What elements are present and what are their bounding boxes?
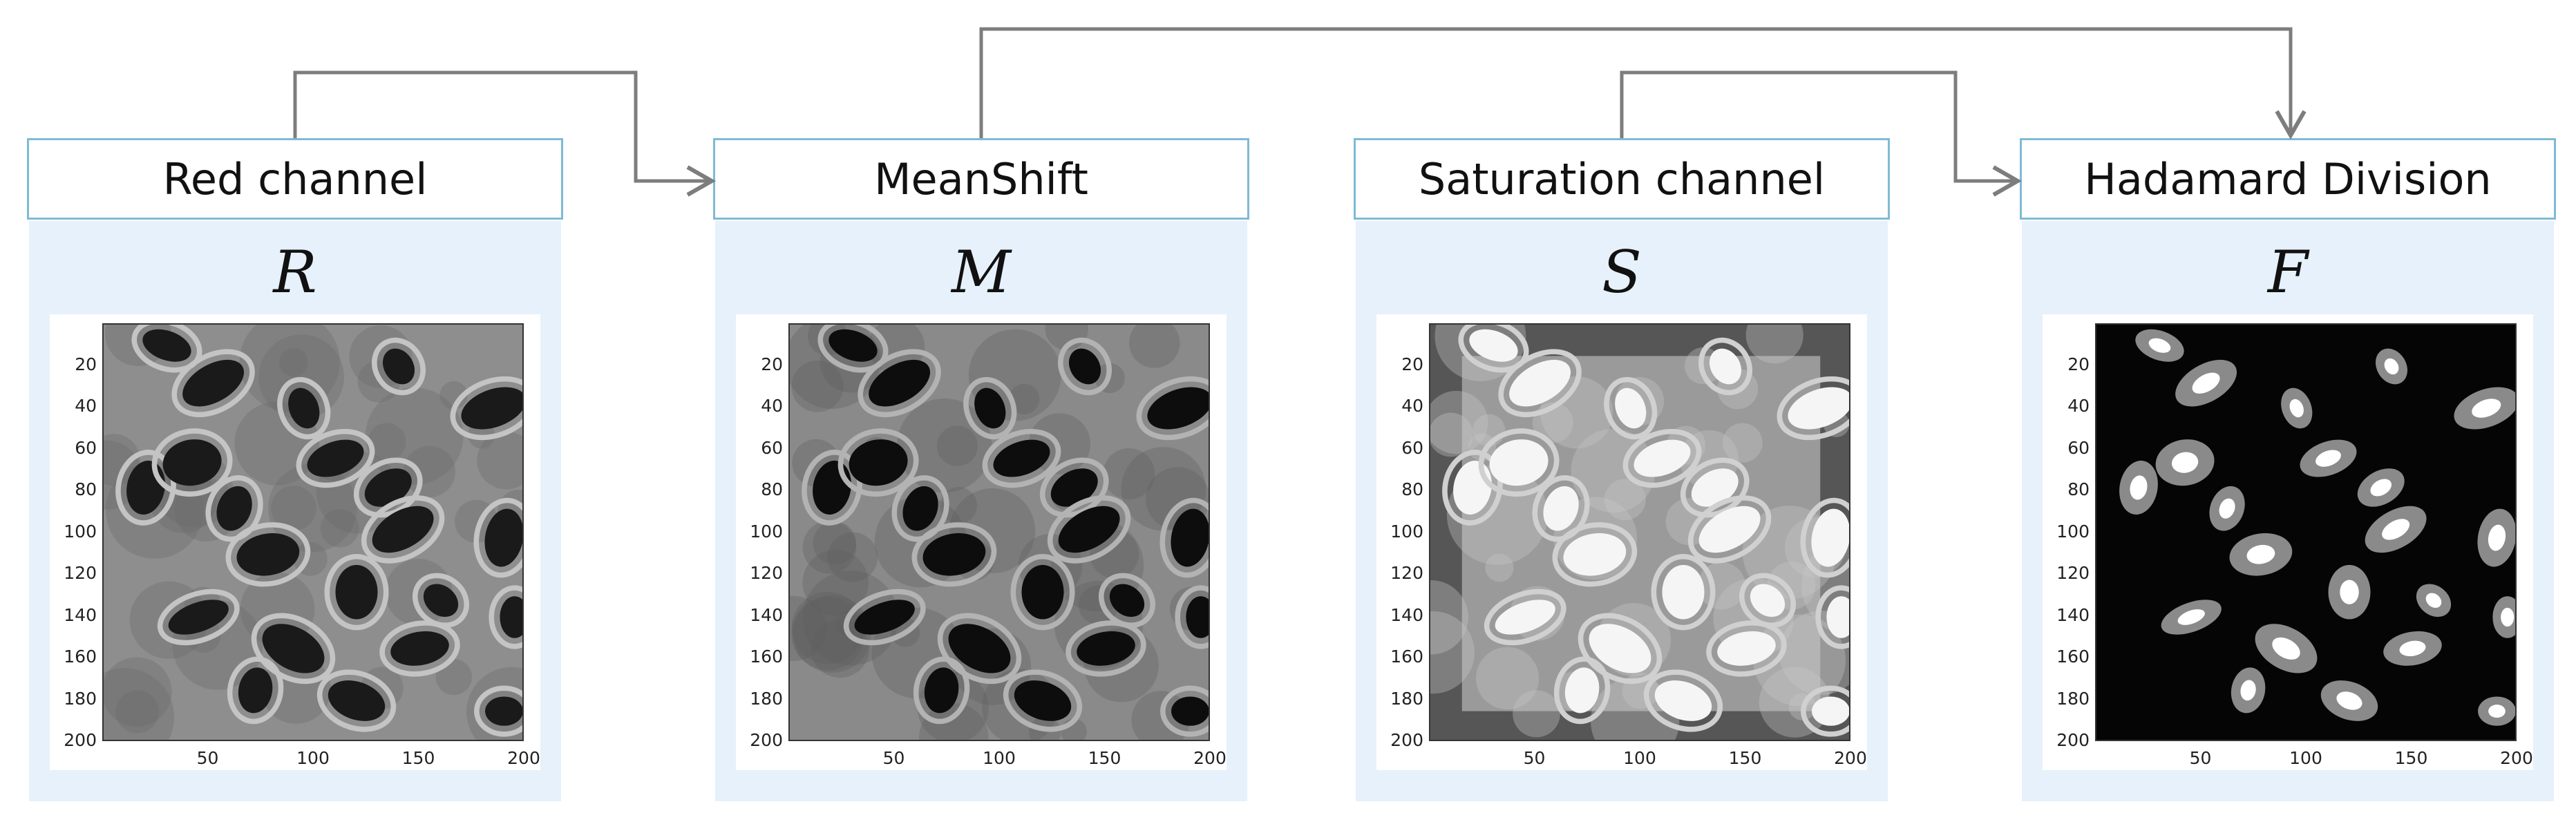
y-tick-label: 160 [64, 647, 97, 667]
meanshift-image [788, 323, 1210, 741]
x-tick-label: 50 [2189, 748, 2212, 768]
title-box-hadamard-division: Hadamard Division [2020, 138, 2556, 220]
y-tick-label: 120 [750, 563, 783, 583]
title-saturation-channel: Saturation channel [1418, 153, 1826, 204]
y-tick-label: 200 [64, 730, 97, 750]
title-meanshift: MeanShift [874, 153, 1088, 204]
symbol-f: F [2267, 238, 2309, 306]
y-tick-label: 20 [2067, 354, 2090, 374]
y-tick-label: 40 [75, 396, 97, 416]
y-tick-label: 160 [750, 647, 783, 667]
title-box-red-channel: Red channel [27, 138, 563, 220]
y-tick-label: 140 [64, 604, 97, 625]
y-tick-label: 120 [64, 563, 97, 583]
y-tick-label: 200 [2056, 730, 2090, 750]
x-tick-label: 150 [401, 748, 435, 768]
y-tick-label: 80 [1401, 479, 1423, 499]
y-tick-label: 140 [750, 604, 783, 625]
x-tick-label: 100 [2289, 748, 2322, 768]
title-hadamard-division: Hadamard Division [2084, 153, 2492, 204]
y-tick-label: 140 [1390, 604, 1423, 625]
y-tick-label: 40 [761, 396, 783, 416]
title-red-channel: Red channel [162, 153, 428, 204]
red-channel-image [102, 323, 524, 741]
y-tick-label: 20 [75, 354, 97, 374]
y-tick-label: 40 [2067, 396, 2090, 416]
y-tick-label: 140 [2056, 604, 2090, 625]
symbol-m: M [951, 238, 1011, 306]
arrow-meanshift-to-hadamard [979, 27, 2307, 140]
x-tick-label: 200 [1834, 748, 1867, 768]
y-tick-label: 180 [2056, 688, 2090, 709]
saturation-channel-image [1429, 323, 1850, 741]
y-tick-label: 80 [75, 479, 97, 499]
y-tick-label: 100 [2056, 521, 2090, 542]
title-box-saturation-channel: Saturation channel [1354, 138, 1890, 220]
x-tick-label: 200 [1193, 748, 1227, 768]
y-tick-label: 100 [750, 521, 783, 542]
x-tick-label: 200 [507, 748, 540, 768]
x-tick-label: 50 [1523, 748, 1546, 768]
y-tick-label: 20 [761, 354, 783, 374]
arrow-red-to-meanshift [293, 70, 717, 197]
x-tick-label: 150 [2394, 748, 2428, 768]
x-tick-label: 100 [296, 748, 330, 768]
x-tick-label: 100 [1623, 748, 1656, 768]
y-tick-label: 60 [761, 437, 783, 458]
x-tick-label: 50 [882, 748, 905, 768]
x-tick-label: 100 [983, 748, 1016, 768]
y-tick-label: 120 [1390, 563, 1423, 583]
title-box-meanshift: MeanShift [713, 138, 1249, 220]
y-tick-label: 60 [1401, 437, 1423, 458]
y-tick-label: 40 [1401, 396, 1423, 416]
y-tick-label: 160 [2056, 647, 2090, 667]
arrow-saturation-to-hadamard [1620, 70, 2023, 197]
y-tick-label: 120 [2056, 563, 2090, 583]
symbol-r: R [273, 238, 317, 306]
symbol-s: S [1602, 238, 1642, 306]
y-tick-label: 160 [1390, 647, 1423, 667]
y-tick-label: 200 [750, 730, 783, 750]
y-tick-label: 180 [64, 688, 97, 709]
hadamard-division-image [2095, 323, 2517, 741]
y-tick-label: 180 [750, 688, 783, 709]
y-tick-label: 80 [761, 479, 783, 499]
y-tick-label: 100 [1390, 521, 1423, 542]
x-tick-label: 50 [196, 748, 219, 768]
y-tick-label: 20 [1401, 354, 1423, 374]
x-tick-label: 150 [1088, 748, 1121, 768]
y-tick-label: 60 [2067, 437, 2090, 458]
y-tick-label: 100 [64, 521, 97, 542]
y-tick-label: 80 [2067, 479, 2090, 499]
y-tick-label: 180 [1390, 688, 1423, 709]
y-tick-label: 200 [1390, 730, 1423, 750]
x-tick-label: 200 [2500, 748, 2533, 768]
y-tick-label: 60 [75, 437, 97, 458]
x-tick-label: 150 [1728, 748, 1762, 768]
